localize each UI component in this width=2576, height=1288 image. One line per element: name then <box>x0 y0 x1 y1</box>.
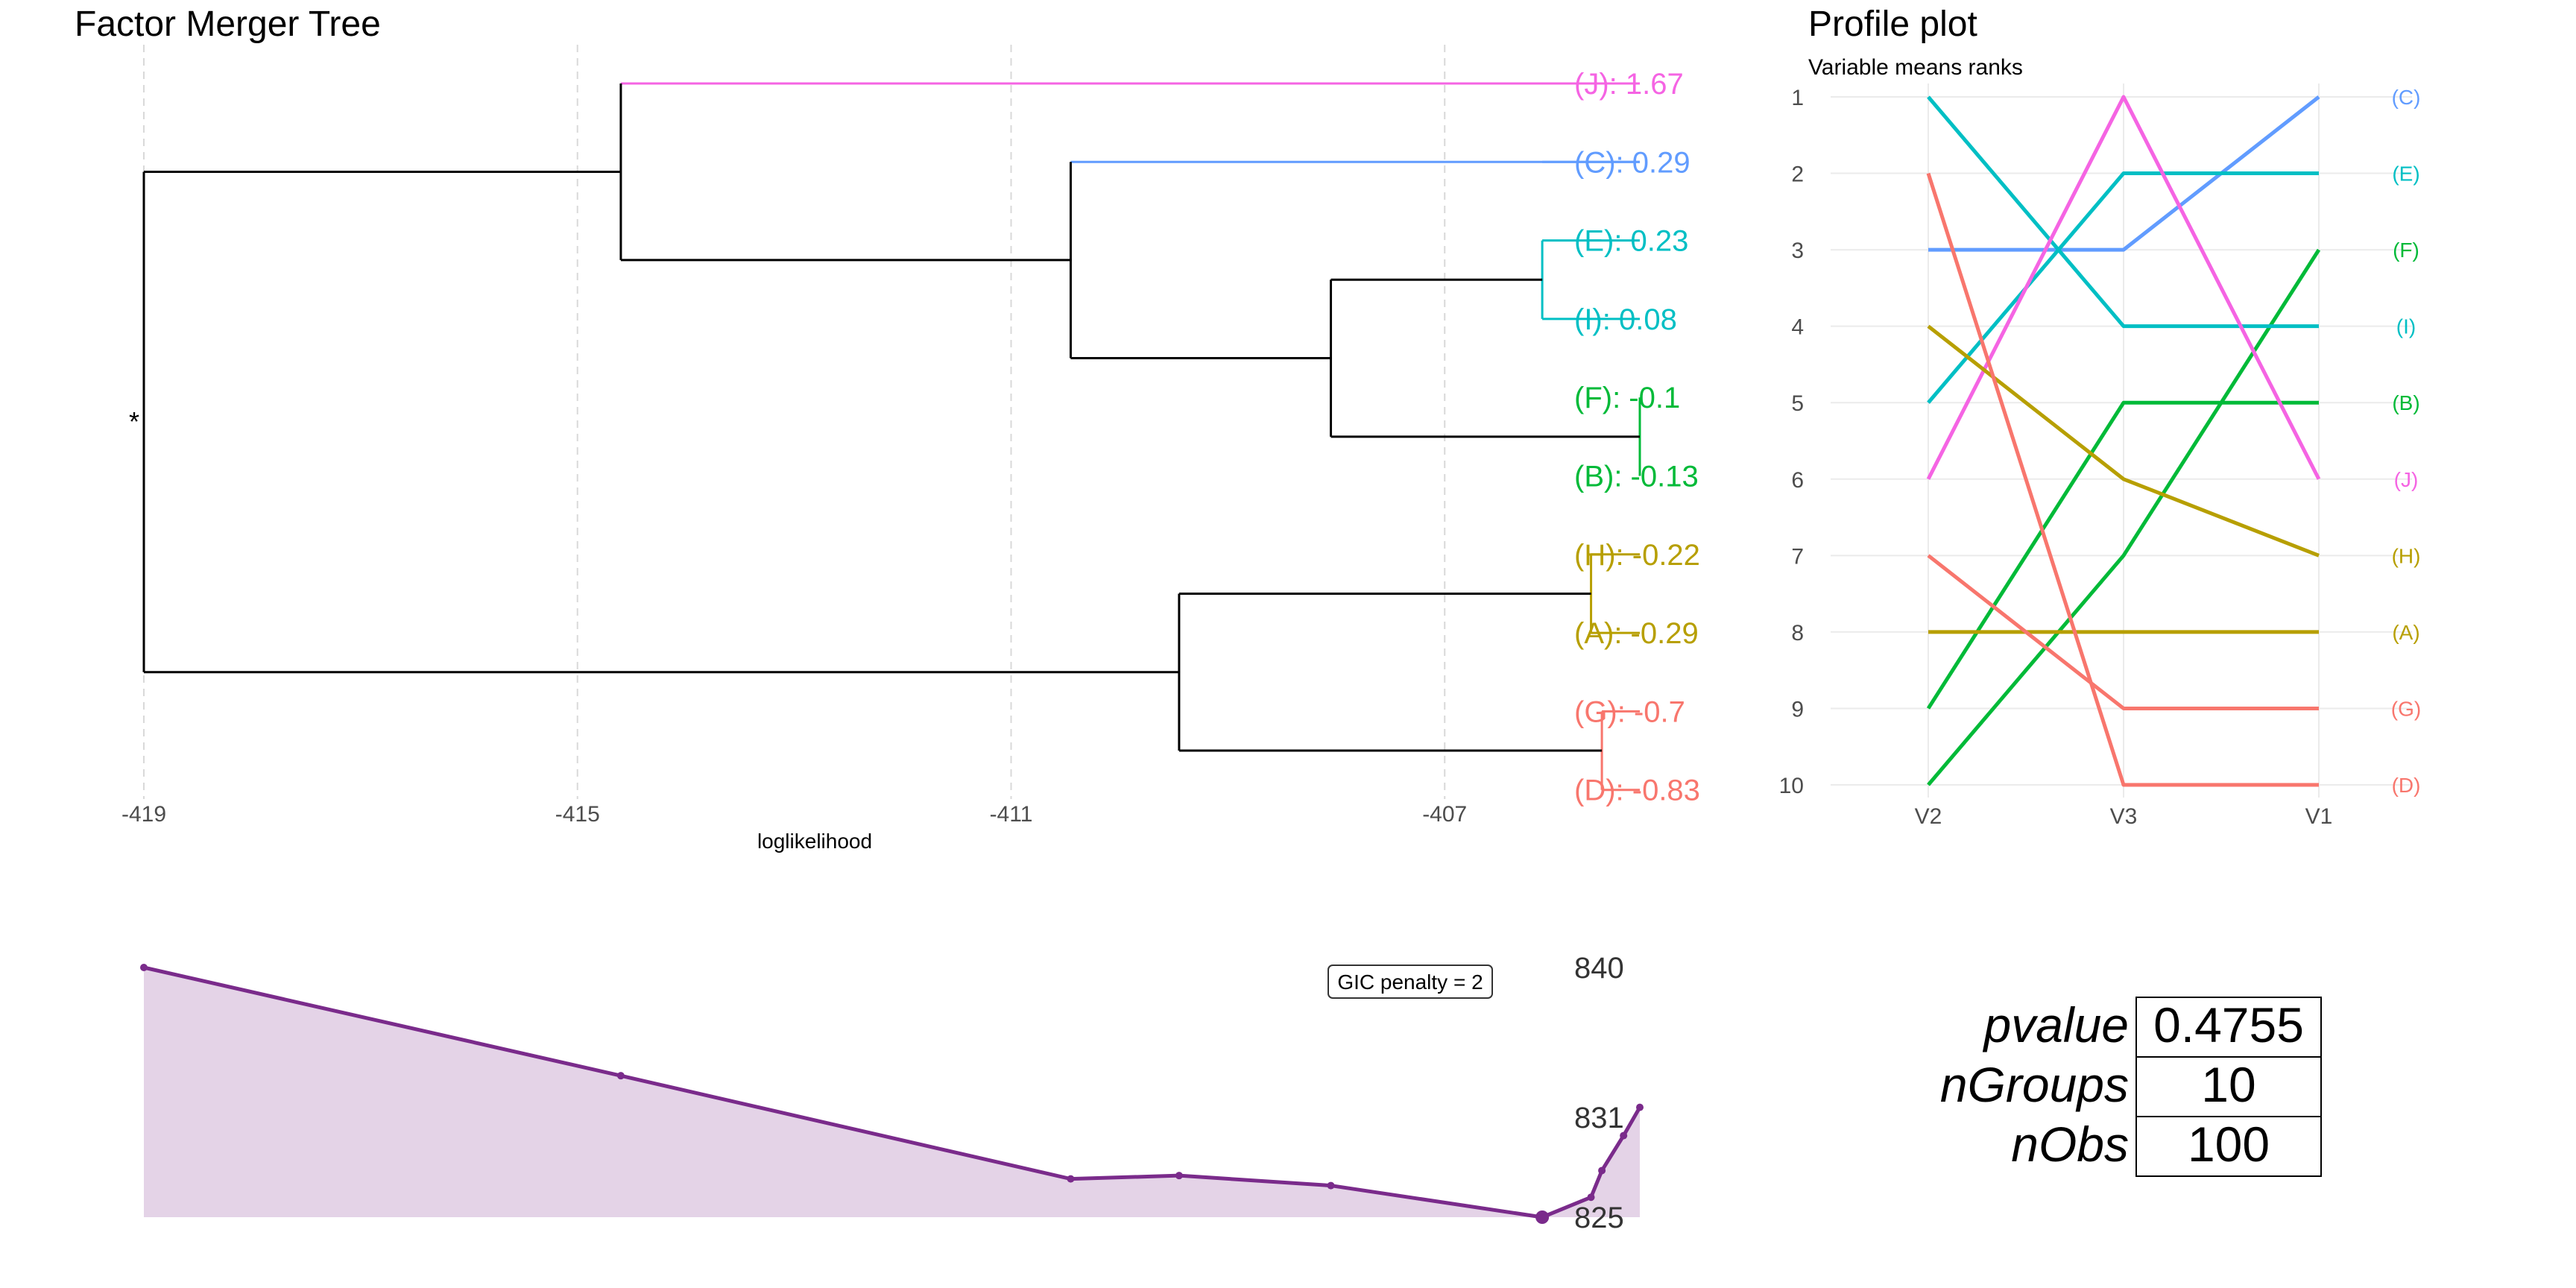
tree-x-ticks: -419 -415 -411 -407 <box>121 802 1467 827</box>
gic-point <box>1636 1103 1644 1111</box>
tree-gridlines <box>143 45 1446 799</box>
tree-leaf-label: (C): 0.29 <box>1574 146 1690 179</box>
profile-series-label: (F) <box>2393 239 2419 262</box>
profile-series-line <box>1927 554 2319 710</box>
profile-series-line <box>1926 95 2321 480</box>
profile-series-label: (J) <box>2394 468 2419 491</box>
profile-y-tick-label: 2 <box>1791 162 1804 187</box>
profile-series-line <box>1927 171 2319 404</box>
profile-y-tick-label: 3 <box>1791 239 1804 263</box>
tree-leaf-label: (F): -0.1 <box>1574 382 1680 414</box>
tree-x-tick-label: -411 <box>990 802 1033 827</box>
merger-tree-panel: Factor Merger Tree (J): 1.67 (C): 0.29 (E)… <box>75 4 1700 853</box>
stats-row-value: 10 <box>2201 1057 2255 1112</box>
tree-leaf-label: (G): -0.7 <box>1574 695 1685 728</box>
profile-plot-panel: Profile plot Variable means ranks 1 2 3 4 5 6… <box>1779 4 2422 829</box>
profile-y-tick-label: 1 <box>1791 86 1804 110</box>
profile-gridlines <box>1831 83 2412 798</box>
gic-point <box>140 964 148 971</box>
gic-penalty-text: GIC penalty = 2 <box>1337 970 1483 994</box>
stats-cell <box>2135 1056 2322 1117</box>
gic-y-ticks: 840 831 825 <box>1574 952 1624 1234</box>
tree-x-tick-label: -415 <box>555 802 600 827</box>
tree-leaf-label: (A): -0.29 <box>1574 617 1699 650</box>
stats-row-value: 0.4755 <box>2153 997 2304 1052</box>
profile-series-label: (I) <box>2396 315 2416 338</box>
gic-penalty-badge: GIC penalty = 2 <box>1328 965 1493 999</box>
profile-y-tick-label: 9 <box>1791 697 1804 722</box>
profile-y-tick-label: 5 <box>1791 391 1804 416</box>
profile-series-label: (B) <box>2392 391 2419 414</box>
profile-series-label: (G) <box>2391 697 2421 720</box>
tree-leaf-label: (E): 0.23 <box>1574 225 1688 258</box>
profile-series-line <box>1927 95 2319 329</box>
profile-y-ticks: 1 2 3 4 5 6 7 8 9 10 <box>1779 86 1804 798</box>
profile-plot-title: Profile plot <box>1808 4 1977 44</box>
tree-leaf-label: (B): -0.13 <box>1574 461 1699 493</box>
tree-leaf-labels: (J): 1.67 (C): 0.29 (E): 0.23 (I): 0.08 (F):… <box>1574 68 1700 807</box>
gic-point <box>1535 1210 1550 1224</box>
merger-tree-title: Factor Merger Tree <box>75 4 381 44</box>
gic-line <box>143 965 1642 1219</box>
tree-branches <box>142 82 1641 792</box>
gic-area-fill <box>144 967 1640 1217</box>
tree-leaf-label: (J): 1.67 <box>1574 68 1684 101</box>
stats-row-value: 100 <box>2188 1117 2270 1172</box>
gic-y-tick-label: 831 <box>1574 1102 1624 1134</box>
stats-cell <box>2135 997 2322 1058</box>
profile-series-label: (C) <box>2392 86 2421 109</box>
profile-series-label: (A) <box>2392 621 2419 644</box>
gic-point <box>1598 1167 1606 1175</box>
stats-table: pvalue 0.4755 nGroups 10 nObs 100 <box>1940 997 2322 1177</box>
profile-series-label: (E) <box>2392 162 2419 186</box>
profile-x-tick-label: V1 <box>2305 804 2333 829</box>
profile-x-ticks: V2 V3 V1 <box>1915 804 2333 829</box>
stats-row-name: nObs <box>2011 1117 2129 1172</box>
gic-point <box>1327 1181 1335 1190</box>
gic-point <box>1067 1175 1075 1183</box>
stats-cell <box>2135 1116 2322 1177</box>
profile-series-label: (D) <box>2392 774 2421 797</box>
stats-row-name: nGroups <box>1940 1057 2129 1112</box>
tree-x-tick-label: -407 <box>1422 802 1467 827</box>
profile-plot-subtitle: Variable means ranks <box>1808 55 2023 80</box>
tree-x-tick-label: -419 <box>121 802 166 827</box>
profile-series-line <box>1928 95 2320 252</box>
profile-x-tick-label: V3 <box>2110 804 2138 829</box>
profile-series-labels: (C) (E) (F) (I) (B) (J) (H) (A) (G) (D) <box>2391 86 2421 797</box>
stats-row-name: pvalue <box>1983 997 2130 1052</box>
profile-y-tick-label: 4 <box>1791 315 1804 340</box>
gic-point <box>1175 1172 1183 1180</box>
gic-area <box>140 964 1644 1224</box>
profile-y-tick-label: 10 <box>1779 774 1804 798</box>
gic-y-tick-label: 825 <box>1574 1202 1624 1234</box>
tree-leaf-label: (H): -0.22 <box>1574 539 1700 572</box>
gic-y-tick-label: 840 <box>1574 952 1624 985</box>
gic-point <box>1587 1193 1595 1202</box>
profile-x-tick-label: V2 <box>1915 804 1942 829</box>
gic-point <box>1620 1131 1628 1140</box>
profile-series-lines <box>1926 95 2321 787</box>
profile-series-label: (H) <box>2392 544 2421 567</box>
profile-y-tick-label: 6 <box>1791 468 1804 493</box>
profile-series-line <box>1926 172 2319 787</box>
gic-point <box>616 1072 625 1080</box>
profile-y-tick-label: 8 <box>1791 621 1804 645</box>
gic-panel: 840 831 825 GIC penalty = 2 <box>140 952 1644 1234</box>
tree-x-axis-title: loglikelihood <box>757 830 872 853</box>
tree-leaf-label: (I): 0.08 <box>1574 303 1677 336</box>
tree-leaf-label: (D): -0.83 <box>1574 774 1700 807</box>
profile-y-tick-label: 7 <box>1791 544 1804 569</box>
root-marker: * <box>129 406 139 437</box>
